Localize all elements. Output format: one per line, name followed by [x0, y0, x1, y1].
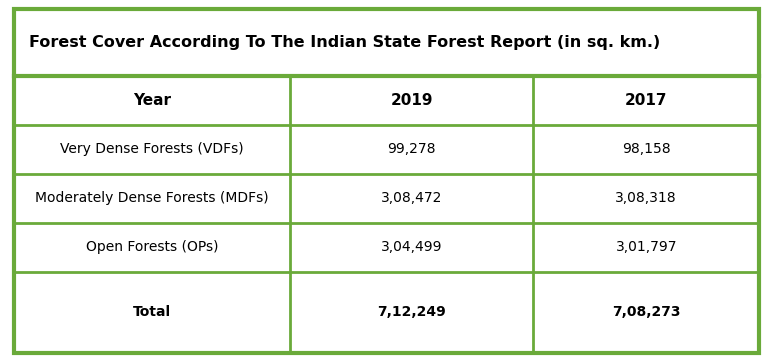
Text: 3,08,318: 3,08,318 — [615, 191, 677, 205]
Text: Open Forests (OPs): Open Forests (OPs) — [86, 240, 218, 254]
Text: Very Dense Forests (VDFs): Very Dense Forests (VDFs) — [60, 142, 243, 156]
Text: Total: Total — [133, 305, 171, 319]
Text: Forest Cover According To The Indian State Forest Report (in sq. km.): Forest Cover According To The Indian Sta… — [29, 35, 661, 50]
Text: 2019: 2019 — [390, 93, 433, 108]
Text: Year: Year — [133, 93, 171, 108]
Text: 3,04,499: 3,04,499 — [381, 240, 442, 254]
Text: 7,08,273: 7,08,273 — [612, 305, 680, 319]
Text: 3,01,797: 3,01,797 — [615, 240, 677, 254]
Text: 2017: 2017 — [625, 93, 667, 108]
Text: 98,158: 98,158 — [622, 142, 670, 156]
Text: 7,12,249: 7,12,249 — [377, 305, 446, 319]
Text: 3,08,472: 3,08,472 — [381, 191, 442, 205]
Text: 99,278: 99,278 — [387, 142, 436, 156]
Text: Moderately Dense Forests (MDFs): Moderately Dense Forests (MDFs) — [35, 191, 269, 205]
